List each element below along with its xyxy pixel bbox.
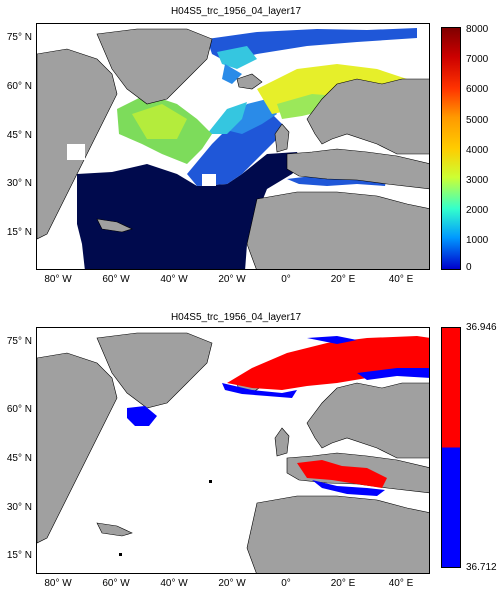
- lon-label-0-b: 0°: [281, 578, 291, 589]
- lon-label-40w-b: 40° W: [160, 578, 188, 589]
- lat-label-15: 15° N: [6, 227, 32, 238]
- land-masses-bottom: [37, 332, 429, 573]
- europe: [286, 148, 429, 190]
- british-isles: [274, 123, 290, 153]
- lon-label-40w: 40° W: [160, 274, 188, 285]
- colorbar-top-tick-3000: 3000: [466, 175, 489, 186]
- map-panel-bottom: [36, 327, 430, 574]
- lon-label-0: 0°: [281, 274, 291, 285]
- colorbar-top-tick-6000: 6000: [466, 84, 489, 95]
- lat-label-30: 30° N: [6, 178, 32, 189]
- lat-label-60: 60° N: [6, 81, 32, 92]
- lon-label-20e: 20° E: [330, 274, 356, 285]
- colorbar-top-tick-2000: 2000: [466, 205, 489, 216]
- colorbar-bottom-tick-min: 36.712: [466, 562, 497, 573]
- deep-water-region: [77, 152, 302, 269]
- greenland: [96, 28, 213, 105]
- lat-label-15-b: 15° N: [6, 550, 32, 561]
- lat-label-60-b: 60° N: [6, 404, 32, 415]
- colorbar-top-tick-4000: 4000: [466, 145, 489, 156]
- colorbar-top-tick-8000: 8000: [466, 24, 489, 35]
- lon-label-60w-b: 60° W: [102, 578, 130, 589]
- colorbar-bottom-tick-max: 36.946: [466, 322, 497, 333]
- lon-label-20e-b: 20° E: [330, 578, 356, 589]
- lat-label-75: 75° N: [6, 32, 32, 43]
- colorbar-top: [441, 27, 461, 270]
- land-masses: [37, 28, 429, 269]
- colorbar-bottom: [441, 327, 461, 568]
- lon-label-20w: 20° W: [218, 274, 246, 285]
- blue-tracer-band: [187, 109, 282, 186]
- colorbar-top-tick-1000: 1000: [466, 235, 489, 246]
- iceland: [236, 73, 263, 90]
- lon-label-20w-b: 20° W: [218, 578, 246, 589]
- map-panel-top: [36, 23, 430, 270]
- labrador-blue-patch: [127, 406, 157, 426]
- map-top-canvas: [37, 24, 429, 269]
- lat-label-45: 45° N: [6, 130, 32, 141]
- lon-label-40e-b: 40° E: [388, 578, 414, 589]
- lon-label-80w: 80° W: [44, 274, 72, 285]
- nordic-red-region: [227, 336, 429, 390]
- caribbean: [96, 218, 133, 233]
- lat-label-30-b: 30° N: [6, 502, 32, 513]
- map-bottom-canvas: [37, 328, 429, 573]
- lon-label-80w-b: 80° W: [44, 578, 72, 589]
- colorbar-top-tick-7000: 7000: [466, 54, 489, 65]
- med-red-region: [297, 460, 387, 488]
- colorbar-top-tick-0: 0: [466, 262, 472, 273]
- lon-label-40e: 40° E: [388, 274, 414, 285]
- lon-label-60w: 60° W: [102, 274, 130, 285]
- africa: [246, 191, 429, 269]
- map-title-bottom: H04S5_trc_1956_04_layer17: [170, 312, 302, 323]
- lat-label-45-b: 45° N: [6, 453, 32, 464]
- map-title-top: H04S5_trc_1956_04_layer17: [170, 6, 302, 17]
- lat-label-75-b: 75° N: [6, 336, 32, 347]
- colorbar-top-tick-5000: 5000: [466, 115, 489, 126]
- scandinavia: [306, 78, 429, 155]
